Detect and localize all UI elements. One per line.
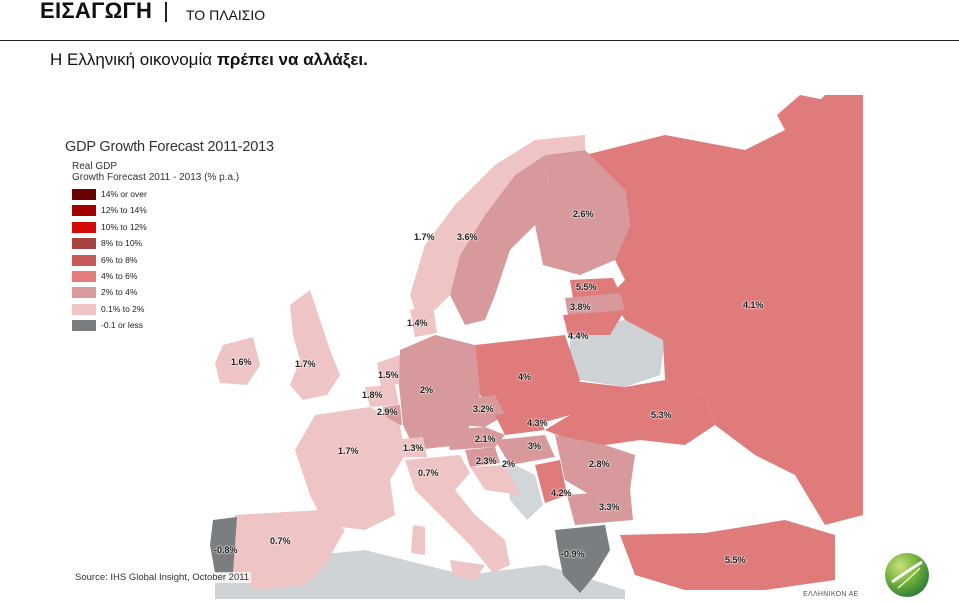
legend-title-line2: Growth Forecast 2011 - 2013 (% p.a.): [72, 172, 240, 183]
company-logo-icon: [885, 553, 929, 597]
country-value-label: 2.6%: [573, 209, 594, 219]
country-value-label: 1.7%: [338, 446, 359, 456]
legend-swatch: [72, 238, 96, 250]
country-value-label: 5.5%: [725, 555, 746, 565]
country-value-label: 4.4%: [568, 331, 589, 341]
country-value-label: 4.2%: [551, 488, 572, 498]
legend-swatch: [72, 270, 96, 282]
legend-label: 4% to 6%: [101, 270, 138, 281]
legend-label: 2% to 4%: [101, 287, 138, 298]
legend-swatch: [72, 189, 96, 200]
country-value-label: 3.8%: [570, 302, 591, 312]
legend-swatch: [72, 303, 96, 315]
country-value-label: 2%: [420, 385, 434, 395]
headline-normal: Η Ελληνική οικονομία: [50, 50, 217, 69]
country-value-label: 4.1%: [743, 300, 764, 310]
legend-swatch: [72, 320, 96, 332]
page-header: ΕΙΣΑΓΩΓΗ ΤΟ ΠΛΑΙΣΙΟ: [0, 0, 959, 41]
country-value-label: 3.2%: [473, 404, 494, 414]
legend-label: 14% or over: [101, 189, 147, 199]
country-value-label: 4.3%: [527, 418, 548, 428]
country-value-label: 2.3%: [476, 456, 497, 466]
legend-swatch: [72, 287, 96, 299]
country-value-label: 1.3%: [403, 443, 424, 453]
country-value-label: 5.3%: [651, 410, 672, 420]
section-title: ΕΙΣΑΓΩΓΗ: [40, 0, 153, 23]
country-value-label: 4%: [518, 372, 532, 382]
brand-text: ΕΛΛΗΝΙΚΟΝ ΑΕ: [803, 591, 859, 598]
header-divider: [165, 2, 167, 22]
legend-label: -0.1 or less: [101, 320, 144, 331]
country-value-label: 2%: [502, 459, 516, 469]
country-value-label: 2.8%: [589, 459, 610, 469]
country-value-label: 3.6%: [457, 232, 478, 242]
map-title: GDP Growth Forecast 2011-2013: [65, 139, 274, 155]
country-value-label: 0.7%: [418, 468, 439, 478]
country-value-label: -0.8%: [214, 545, 238, 555]
country-value-label: 2.1%: [475, 434, 496, 444]
legend-label: 0.1% to 2%: [101, 303, 145, 314]
legend-title-line1: Real GDP: [72, 161, 118, 172]
legend-swatch: [72, 221, 96, 233]
country-value-label: 1.4%: [407, 318, 428, 328]
section-subtitle: ΤΟ ΠΛΑΙΣΙΟ: [186, 7, 266, 23]
country-value-label: 0.7%: [270, 536, 291, 546]
country-value-label: 1.5%: [378, 370, 399, 380]
legend-label: 10% to 12%: [101, 221, 147, 232]
legend-label: 12% to 14%: [101, 205, 147, 216]
country-value-label: 1.7%: [295, 359, 316, 369]
source-note: Source: IHS Global Insight, October 2011: [73, 572, 252, 583]
country-value-label: 2.9%: [377, 407, 398, 417]
country-value-label: 3%: [528, 441, 542, 451]
legend-label: 8% to 10%: [101, 238, 143, 249]
legend-title: Real GDP Growth Forecast 2011 - 2013 (% …: [72, 161, 239, 183]
country-value-label: 5.5%: [576, 282, 597, 292]
country-value-label: 3.3%: [599, 502, 620, 512]
europe-map-graphic: [65, 95, 863, 599]
legend-swatch: [72, 254, 96, 266]
country-value-label: 1.6%: [231, 357, 252, 367]
country-value-label: -0.9%: [561, 549, 585, 559]
headline: Η Ελληνική οικονομία πρέπει να αλλάξει.: [50, 50, 368, 70]
legend-swatch: [72, 205, 96, 217]
country-value-label: 1.8%: [362, 390, 383, 400]
gdp-map: GDP Growth Forecast 2011-2013 Real GDP G…: [65, 95, 863, 599]
legend-label: 6% to 8%: [101, 254, 138, 265]
headline-bold: πρέπει να αλλάξει.: [216, 50, 368, 69]
country-value-label: 1.7%: [414, 232, 435, 242]
